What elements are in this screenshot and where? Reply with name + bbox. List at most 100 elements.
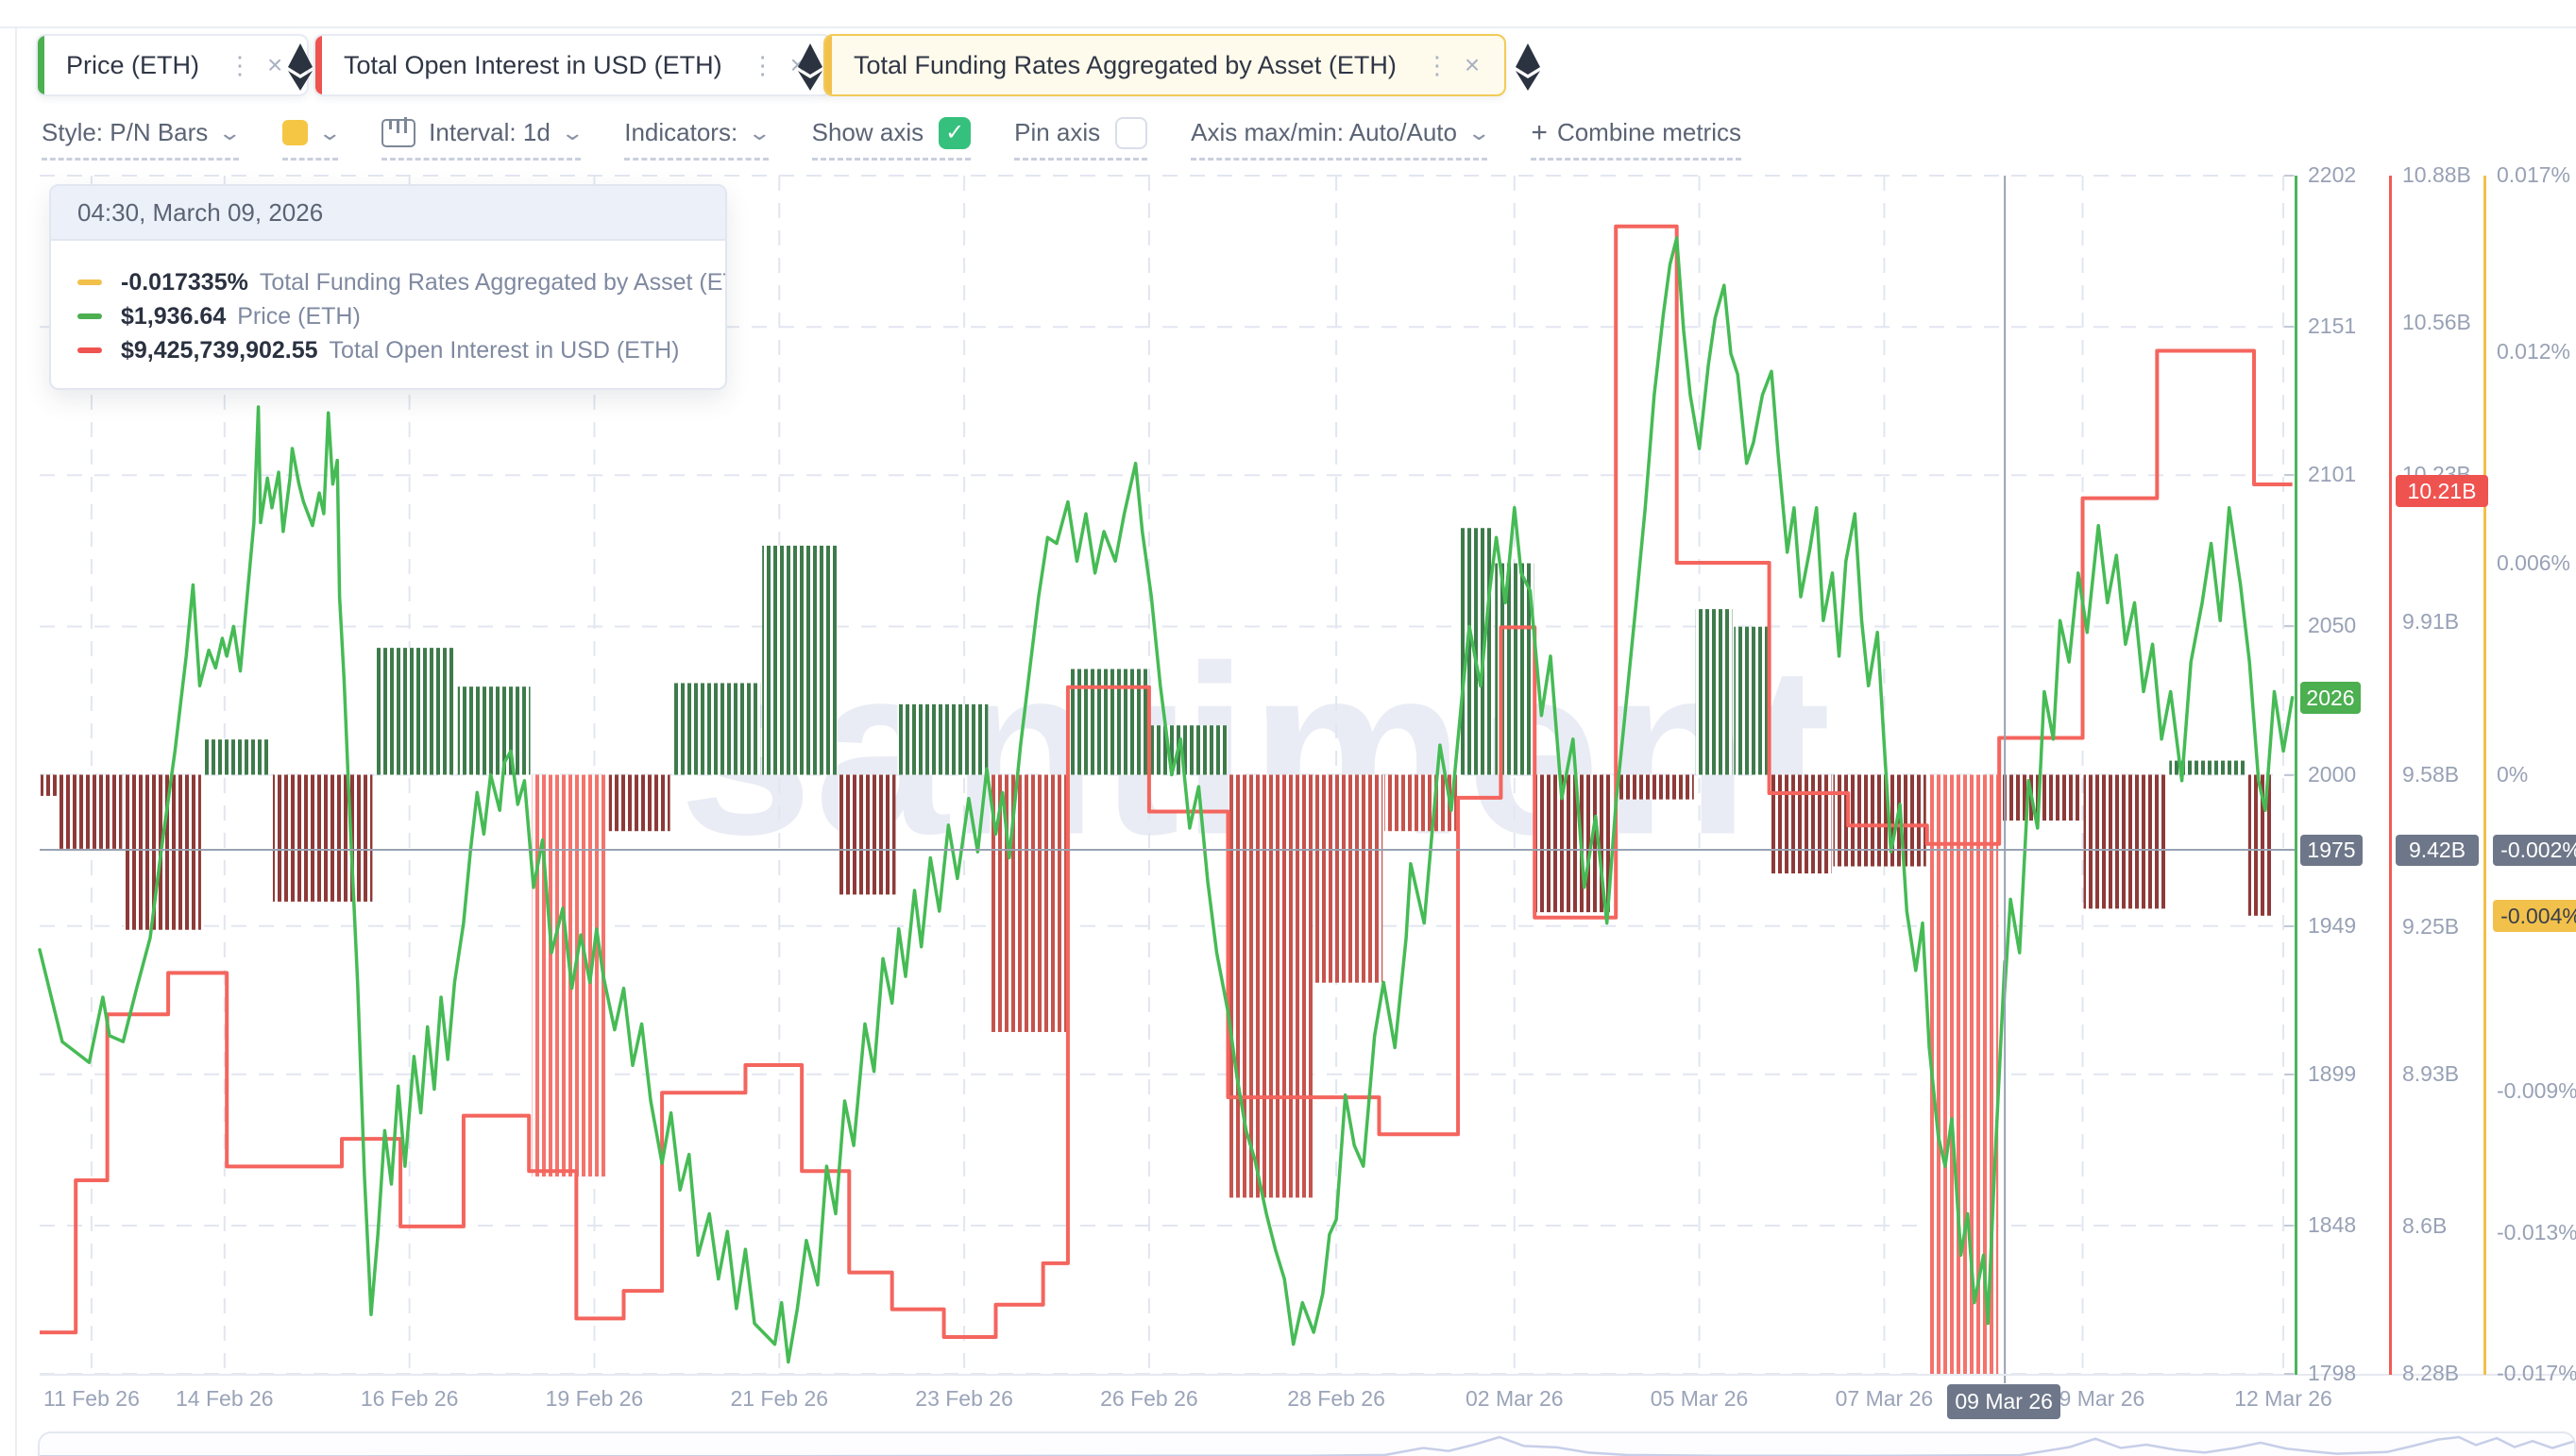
series-dash-icon [77, 347, 102, 353]
funding-color-swatch[interactable] [281, 120, 308, 145]
date-tick-label: 28 Feb 26 [1287, 1386, 1385, 1411]
date-tick-label: 11 Feb 26 [42, 1386, 140, 1411]
tooltip-row: -0.017335% Total Funding Rates Aggregate… [77, 265, 725, 299]
price-axis-tick [2284, 1373, 2294, 1375]
price-line [38, 236, 2295, 1364]
open-interest-axis-line [2389, 176, 2392, 1375]
left-divider [15, 26, 17, 1456]
funding-bar [1614, 774, 1694, 800]
funding-bar [1770, 774, 1832, 874]
combine-metrics-button[interactable]: + Combine metrics [1531, 117, 1741, 161]
tab-funding-rates[interactable]: Total Funding Rates Aggregated by Asset … [823, 34, 1507, 96]
funding-bar [59, 774, 123, 849]
tab-open-interest[interactable]: Total Open Interest in USD (ETH) ⋮ × [314, 34, 832, 96]
funding-bar [990, 774, 1067, 1032]
price-axis-tick [2284, 625, 2294, 628]
funding-bar [2083, 774, 2168, 909]
combine-metrics-label: Combine metrics [1556, 118, 1741, 146]
close-icon[interactable]: × [789, 50, 805, 79]
tooltip-metric: Total Open Interest in USD (ETH) [329, 336, 680, 364]
price-axis-tick [2284, 326, 2294, 329]
series-dash-icon [77, 279, 102, 285]
tooltip-value: -0.017335% [121, 268, 248, 296]
funding-bar [272, 774, 373, 902]
indicators-label: Indicators: [624, 118, 738, 146]
tab-accent-red [315, 36, 322, 94]
date-tick-label: 16 Feb 26 [360, 1386, 459, 1411]
chart-tooltip: 04:30, March 09, 2026 -0.017335% Total F… [49, 184, 727, 390]
funding-bar [1149, 725, 1228, 775]
show-axis-label: Show axis [811, 118, 924, 146]
navigator-spark-path [40, 1435, 2574, 1456]
date-tick-label: 14 Feb 26 [176, 1386, 274, 1411]
ethereum-icon[interactable] [284, 42, 316, 93]
chart-toolbar: Style: P/N Bars ⌄ ⌄ Interval: 1d ⌄ Indicat… [42, 116, 1785, 164]
show-axis-toggle[interactable]: Show axis ✓ [811, 116, 972, 161]
date-tick-label: 19 Feb 26 [545, 1386, 644, 1411]
tab-label: Total Funding Rates Aggregated by Asset … [854, 50, 1397, 79]
price-tick-label: 2000 [2308, 761, 2357, 787]
funding-tick-label: -0.009% [2497, 1078, 2576, 1104]
date-tick-label: 02 Mar 26 [1465, 1386, 1564, 1411]
funding-bar [374, 648, 456, 775]
close-icon[interactable]: × [267, 50, 283, 79]
color-swatch-dropdown[interactable]: ⌄ [281, 117, 342, 161]
funding-last-badge: -0.004% [2493, 899, 2576, 932]
ethereum-icon[interactable] [1512, 42, 1544, 93]
tab-accent-yellow [825, 36, 832, 94]
plus-icon: + [1531, 116, 1548, 148]
pin-axis-toggle[interactable]: Pin axis [1014, 116, 1148, 161]
tab-accent-green [38, 36, 44, 94]
funding-bar [608, 774, 670, 832]
style-dropdown[interactable]: Style: P/N Bars ⌄ [42, 117, 242, 161]
date-tick-label: 12 Mar 26 [2234, 1386, 2332, 1411]
funding-tick-label: 0.017% [2497, 162, 2571, 187]
funding-bar [41, 774, 58, 796]
funding-tick-label: 0% [2497, 761, 2529, 787]
price-tick-label: 2151 [2308, 313, 2357, 339]
open-interest-tick-label: 9.58B [2402, 761, 2460, 787]
date-tick-label: 05 Mar 26 [1650, 1386, 1749, 1411]
funding-bar [1734, 626, 1769, 775]
ethereum-icon[interactable] [794, 42, 826, 93]
funding-tick-label: 0.006% [2497, 550, 2571, 575]
funding-tick-label: 0.012% [2497, 338, 2571, 364]
axis-maxmin-dropdown[interactable]: Axis max/min: Auto/Auto ⌄ [1191, 117, 1491, 161]
interval-label: Interval: 1d [429, 118, 551, 146]
funding-bar [1695, 609, 1733, 775]
price-axis-tick [2284, 924, 2294, 927]
funding-bar [1459, 528, 1494, 775]
pin-axis-checkbox[interactable] [1115, 116, 1148, 149]
interval-dropdown[interactable]: Interval: 1d ⌄ [381, 117, 585, 161]
price-axis-line [2295, 176, 2297, 1375]
date-tick-label: 23 Feb 26 [915, 1386, 1013, 1411]
show-axis-checkbox[interactable]: ✓ [939, 116, 972, 149]
funding-bar [1384, 774, 1458, 832]
navigator-sparkline [40, 1435, 2574, 1456]
price-axis-tick [2284, 773, 2294, 776]
crosshair-funding-badge: -0.002% [2493, 835, 2576, 866]
funding-tick-label: -0.017% [2497, 1361, 2576, 1385]
price-tick-label: 1798 [2308, 1361, 2357, 1385]
tab-price-eth[interactable]: Price (ETH) ⋮ × [36, 34, 310, 96]
style-label: Style: P/N Bars [42, 118, 209, 146]
funding-bar [2169, 760, 2246, 775]
indicators-dropdown[interactable]: Indicators: ⌄ [624, 117, 771, 161]
funding-bar [1535, 774, 1613, 913]
close-icon[interactable]: × [1464, 50, 1481, 79]
price-last-badge: 2026 [2300, 681, 2361, 714]
price-tick-label: 2202 [2308, 162, 2357, 187]
price-tick-label: 2050 [2308, 613, 2357, 638]
funding-bar [457, 686, 531, 775]
interval-icon [381, 118, 416, 147]
price-tick-label: 2101 [2308, 462, 2357, 487]
chevron-down-icon: ⌄ [317, 120, 342, 144]
tab-label: Total Open Interest in USD (ETH) [344, 50, 722, 79]
funding-bar [1314, 774, 1383, 983]
tooltip-value: $1,936.64 [121, 302, 227, 330]
funding-bar [671, 683, 761, 775]
chevron-down-icon: ⌄ [560, 120, 585, 144]
series-dash-icon [77, 313, 102, 319]
timeline-navigator[interactable] [38, 1431, 2576, 1456]
